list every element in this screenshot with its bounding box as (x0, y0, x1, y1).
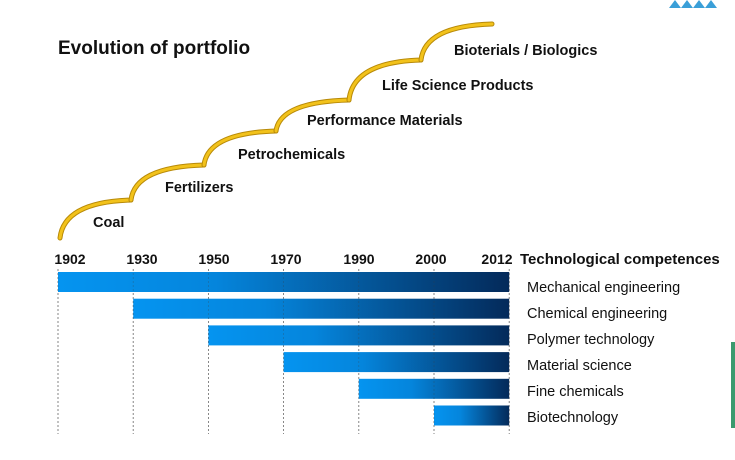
competence-bar (283, 352, 510, 373)
competence-label: Polymer technology (527, 332, 655, 348)
competence-bar (208, 325, 510, 346)
stage-arc (347, 58, 423, 102)
stage-label-fertilizers: Fertilizers (165, 180, 234, 196)
stage-arc (202, 129, 278, 167)
competence-label: Fine chemicals (527, 384, 624, 400)
competence-label: Chemical engineering (527, 306, 668, 322)
competence-bar (133, 298, 510, 319)
year-tick-2000: 2000 (415, 251, 447, 267)
logo-fragment-icon (669, 0, 717, 8)
competences-header: Technological competences (520, 251, 720, 268)
stage-arc (274, 98, 351, 133)
year-tick-1902: 1902 (54, 251, 86, 267)
year-tick-1930: 1930 (126, 251, 158, 267)
competence-label: Biotechnology (527, 410, 619, 426)
stage-label-coal: Coal (93, 215, 125, 231)
stage-arc (129, 163, 206, 202)
year-tick-1950: 1950 (198, 251, 230, 267)
competence-label: Mechanical engineering (527, 280, 681, 296)
stage-label-performance-materials: Performance Materials (307, 113, 463, 129)
stage-arc (58, 198, 133, 240)
stage-label-life-science-products: Life Science Products (382, 78, 534, 94)
page-title: Evolution of portfolio (58, 38, 251, 59)
stage-label-petrochemicals: Petrochemicals (238, 147, 346, 163)
year-tick-1990: 1990 (343, 251, 375, 267)
bars (57, 269, 510, 434)
edge-decoration (731, 342, 735, 428)
year-tick-2012: 2012 (481, 251, 513, 267)
stage-arcs (57, 21, 495, 241)
stage-label-bioterials-biologics: Bioterials / Biologics (454, 43, 598, 59)
competence-bar (358, 378, 510, 399)
competence-bar (434, 405, 510, 426)
year-tick-1970: 1970 (270, 251, 302, 267)
competence-label: Material science (527, 358, 632, 374)
competence-bar (58, 272, 510, 292)
stage-arc (419, 22, 494, 62)
